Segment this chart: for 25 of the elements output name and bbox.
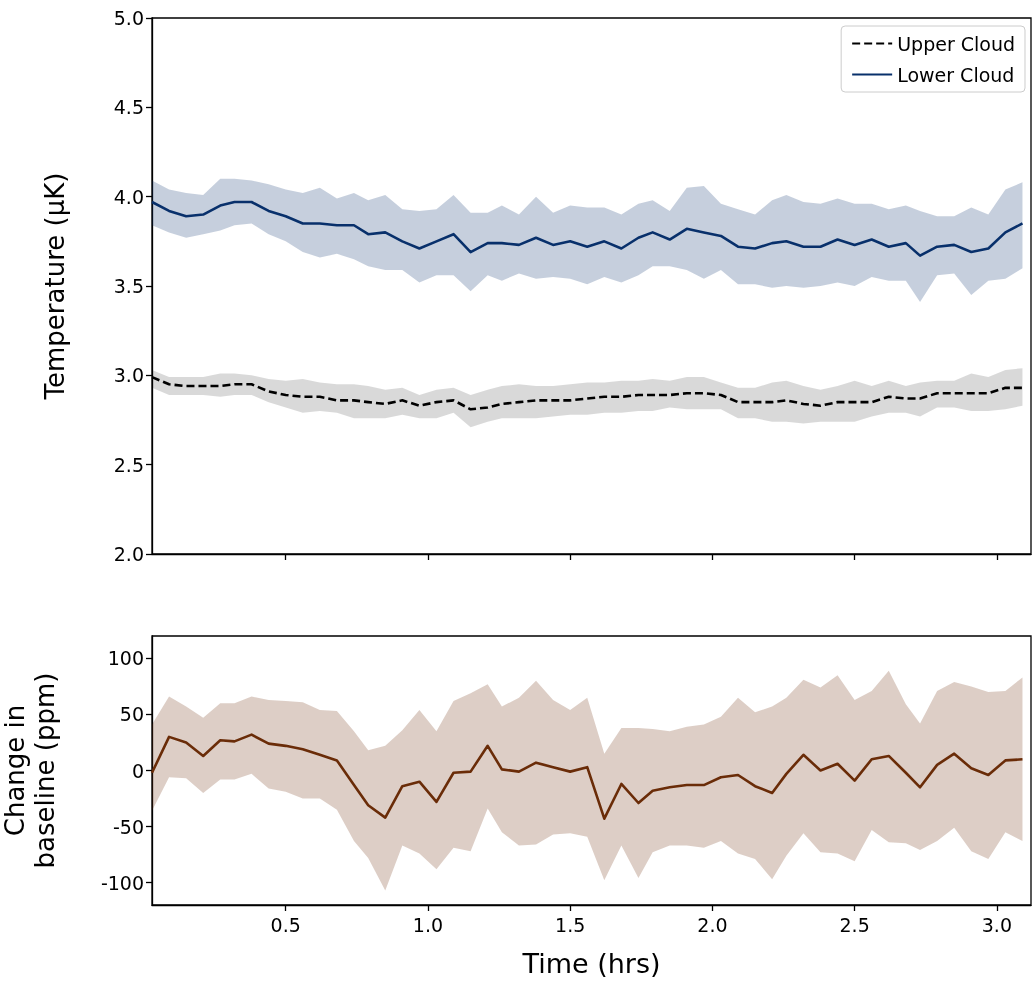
y-tick-label: 4.0 bbox=[113, 185, 144, 208]
x-tick-label: 1.0 bbox=[412, 913, 444, 936]
x-axis-title: Time (hrs) bbox=[521, 948, 661, 979]
y-tick-label: 3.0 bbox=[113, 364, 144, 387]
x-tick-label: 2.0 bbox=[697, 913, 728, 936]
y-tick-label: 4.5 bbox=[113, 96, 144, 119]
y-axis-title: Temperature (μK) bbox=[40, 172, 70, 401]
y-tick-label: -50 bbox=[112, 815, 144, 838]
y-tick-label: -100 bbox=[100, 871, 144, 894]
x-tick-label: 3.0 bbox=[981, 913, 1012, 936]
y-tick-label: 2.5 bbox=[113, 453, 144, 476]
line-series bbox=[150, 200, 1024, 257]
x-tick-label: 1.5 bbox=[555, 913, 586, 936]
y-axis-title: Change in baseline (ppm) bbox=[0, 672, 60, 869]
x-tick-label: 2.5 bbox=[839, 913, 870, 936]
y-tick-label: 5.0 bbox=[113, 7, 144, 29]
y-tick-label: 2.0 bbox=[113, 543, 144, 565]
y-tick-label: 0 bbox=[131, 759, 144, 782]
legend-label: Lower Cloud bbox=[897, 63, 1015, 86]
y-tick-label: 50 bbox=[119, 703, 144, 726]
x-tick-label: 0.5 bbox=[270, 913, 301, 936]
legend-label: Upper Cloud bbox=[897, 32, 1015, 55]
line-series bbox=[150, 733, 1024, 820]
y-tick-label: 3.5 bbox=[113, 275, 144, 297]
y-tick-label: 100 bbox=[107, 647, 144, 670]
